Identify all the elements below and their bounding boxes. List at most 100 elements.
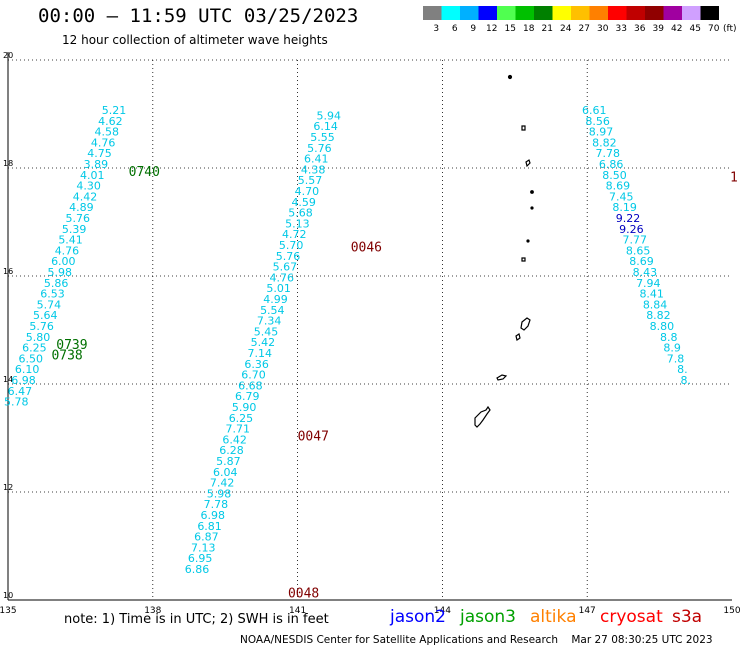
wave-height-value: 6.50 [18, 352, 43, 365]
island [525, 159, 531, 168]
colorbar-swatch [571, 6, 590, 20]
wave-height-value: 8.84 [643, 298, 668, 311]
wave-height-value: 6.86 [599, 158, 624, 171]
latitude-tick-label: 16 [3, 267, 13, 276]
wave-height-value: 5.94 [317, 109, 342, 122]
wave-height-value: 8.9 [663, 342, 681, 355]
wave-height-value: 7.77 [623, 234, 648, 247]
wave-height-value: 5.13 [285, 217, 310, 230]
wave-height-value: 5.42 [251, 336, 276, 349]
wave-height-value: 4.89 [69, 201, 94, 214]
wave-height-value: 5.70 [279, 239, 304, 252]
wave-height-value: 8.50 [602, 169, 627, 182]
wave-height-value: 6.14 [313, 120, 338, 133]
wave-height-value: 6.25 [229, 412, 254, 425]
island [474, 405, 491, 428]
wave-height-value: 5.76 [66, 212, 91, 225]
wave-height-value: 7.42 [210, 477, 235, 490]
wave-height-value: 5.01 [266, 282, 291, 295]
wave-height-value: 8. [677, 363, 688, 376]
wave-height-value: 6.28 [219, 444, 244, 457]
longitude-tick-label: 135 [0, 606, 17, 616]
wave-height-value: 8.82 [646, 309, 671, 322]
colorbar-tick-label: 24 [560, 24, 572, 34]
wave-height-value: 4.38 [301, 163, 326, 176]
latitude-tick-label: 10 [3, 591, 13, 600]
wave-height-value: 4.76 [269, 271, 294, 284]
wave-height-value: 9.26 [619, 223, 644, 236]
wave-height-value: 7.78 [596, 147, 621, 160]
wave-height-value: 8.69 [606, 180, 631, 193]
map-title: 00:00 — 11:59 UTC 03/25/2023 [38, 5, 359, 27]
satellite-cryosat: cryosat [600, 607, 663, 627]
wave-height-value: 4.30 [76, 180, 101, 193]
colorbar-tick-label: 42 [671, 24, 682, 34]
island [507, 74, 513, 80]
colorbar-swatch [663, 6, 682, 20]
colorbar-tick-label: 27 [579, 24, 590, 34]
map-grid: 135 138 141 144 147 150 10 12 14 16 18 20 [0, 51, 740, 616]
colorbar-legend: 3 6 9 12 15 18 21 24 27 30 33 36 39 42 45 70 (ft) [423, 6, 737, 34]
wave-height-value: 6.98 [200, 509, 225, 522]
edge-labels: 1 [730, 171, 738, 186]
wave-height-value: 7.71 [226, 423, 251, 436]
longitude-tick-label: 138 [144, 606, 161, 616]
colorbar-swatch [626, 6, 645, 20]
wave-height-value: 7.94 [636, 277, 661, 290]
wave-height-value: 6.00 [51, 255, 76, 268]
wave-height-value: 4.75 [87, 147, 112, 160]
wave-height-value: 5.76 [29, 320, 54, 333]
colorbar-swatch [552, 6, 571, 20]
wave-height-value: 4.62 [98, 115, 123, 128]
wave-height-value: 5.86 [44, 277, 69, 290]
wave-height-value: 6.10 [15, 363, 40, 376]
wave-height-value: 6.98 [11, 374, 36, 387]
wave-height-value: 6.41 [304, 153, 329, 166]
colorbar-swatch [608, 6, 627, 20]
wave-height-value: 8.41 [639, 288, 664, 301]
colorbar-swatch [515, 6, 534, 20]
wave-height-value: 5.45 [254, 325, 279, 338]
wave-height-value: 5.68 [288, 207, 313, 220]
wave-height-value: 5.21 [102, 104, 127, 117]
wave-height-value: 7.8 [667, 352, 685, 365]
wave-height-value: 4.76 [91, 136, 116, 149]
latitude-tick-label: 12 [3, 483, 13, 492]
wave-height-value: 7.34 [257, 315, 282, 328]
map-subtitle: 12 hour collection of altimeter wave hei… [62, 33, 328, 47]
satellite-jason2: jason2 [390, 607, 446, 627]
wave-height-value: 6.61 [582, 104, 607, 117]
longitude-tick-label: 147 [579, 606, 596, 616]
pass-time-label: 0047 [298, 430, 329, 445]
colorbar-tick-label: 18 [523, 24, 535, 34]
wave-height-value: 5.98 [207, 487, 232, 500]
wave-height-value: 8.56 [585, 115, 610, 128]
latitude-tick-label: 14 [3, 375, 13, 384]
wave-height-value: 5.64 [33, 309, 58, 322]
colorbar-swatch [441, 6, 460, 20]
island [530, 190, 534, 194]
wave-height-value: 7.13 [191, 541, 216, 554]
colorbar-swatch [497, 6, 516, 20]
wave-height-value: 4.01 [80, 169, 105, 182]
island [521, 125, 526, 131]
latitude-tick-label: 20 [3, 51, 13, 60]
pass-time-label: 0048 [288, 586, 319, 601]
edge-label: 1 [730, 171, 738, 186]
wave-height-value: 5.54 [260, 304, 285, 317]
wave-height-value: 6.42 [222, 433, 247, 446]
wave-height-value: 6.47 [8, 385, 33, 398]
wave-height-value: 8.69 [629, 255, 654, 268]
colorbar-tick-label: 12 [486, 24, 497, 34]
pass-time-label: 0738 [51, 349, 82, 364]
wave-height-value: 5.57 [298, 174, 323, 187]
wave-height-value: 7.45 [609, 190, 634, 203]
wave-height-value: 5.98 [47, 266, 72, 279]
wave-height-value: 8.8 [660, 331, 678, 344]
colorbar-swatch [682, 6, 701, 20]
pass-time-label: 0740 [129, 165, 160, 180]
island [521, 257, 526, 262]
pass-time-label: 0739 [56, 338, 87, 353]
wave-height-value: 7.78 [204, 498, 229, 511]
